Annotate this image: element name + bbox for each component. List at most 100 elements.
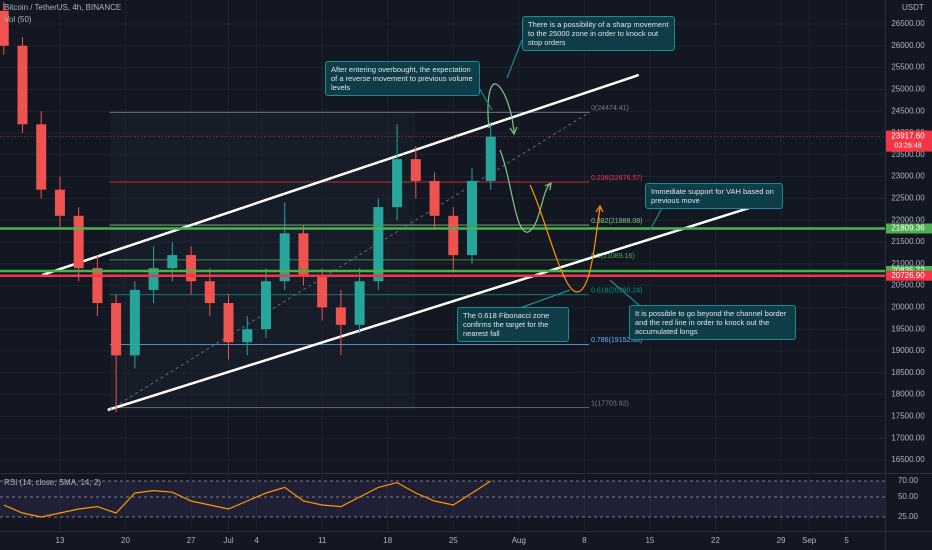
candle-body [392, 159, 403, 208]
y-tick-label: 18000.00 [891, 390, 925, 399]
candle-body [448, 215, 459, 256]
price-tag-label: 20835.72 [891, 266, 925, 275]
y-tick-label: 23000.00 [891, 172, 925, 181]
x-tick-label: 27 [187, 536, 196, 545]
arrow-up [487, 83, 515, 133]
y-tick-label: 20000.00 [891, 303, 925, 312]
candle-body [223, 303, 234, 343]
x-tick-label: 5 [844, 536, 849, 545]
y-tick-label: 23500.00 [891, 150, 925, 159]
callout-line [649, 207, 663, 231]
x-tick-label: 13 [55, 536, 64, 545]
arrow-head [595, 204, 604, 213]
y-tick-label: 22500.00 [891, 194, 925, 203]
candle-body [242, 329, 253, 343]
y-tick-label: 21500.00 [891, 237, 925, 246]
candle-body [467, 180, 477, 256]
x-tick-label: 18 [383, 536, 392, 545]
candle-body [186, 255, 197, 282]
annotation: After entering overbought, the expectati… [325, 61, 480, 96]
annotation: It is possible to go beyond the channel … [629, 305, 796, 340]
rsi-label: RSI (14, close, SMA, 14, 2) [4, 478, 101, 487]
arrow-down [499, 149, 551, 233]
x-tick-label: Aug [512, 536, 526, 545]
y-tick-label: 21000.00 [891, 259, 925, 268]
fib-label: 1(17703.92) [591, 400, 629, 407]
y-tick-label: 22000.00 [891, 215, 925, 224]
fib-label: 0.5(21089.16) [591, 253, 635, 260]
candle-body [73, 215, 84, 269]
x-tick-label: 22 [711, 536, 720, 545]
rsi-tick-label: 25.00 [898, 512, 919, 521]
rsi-tick-label: 50.00 [898, 492, 919, 501]
candle-body [373, 207, 384, 282]
y-tick-label: 25000.00 [891, 84, 925, 93]
trendline [41, 73, 640, 277]
x-tick-label: 8 [582, 536, 587, 545]
price-tag [886, 223, 932, 234]
y-tick-label: 26500.00 [891, 19, 925, 28]
y-tick-label: 19500.00 [891, 324, 925, 333]
price-tag [886, 270, 932, 281]
candle-body [298, 233, 309, 277]
candle-body [354, 281, 365, 325]
y-tick-label: 16500.00 [891, 455, 925, 464]
annotation: There is a possibility of a sharp moveme… [522, 16, 675, 51]
x-tick-label: 29 [777, 536, 786, 545]
candle-body [92, 268, 103, 304]
candle-body [260, 281, 271, 330]
y-tick-label: 25500.00 [891, 63, 925, 72]
fib-label: 0.382(21888.08) [591, 218, 642, 225]
fib-label: 0(24474.41) [591, 105, 629, 112]
callout-line [477, 85, 493, 111]
candle-body [429, 180, 440, 216]
x-tick-label: 25 [449, 536, 458, 545]
rsi-band [0, 481, 885, 517]
fib-label: 0.618(20290.24) [591, 288, 642, 295]
fib-label: 0.786(19152.80) [591, 337, 642, 344]
y-tick-label: 18500.00 [891, 368, 925, 377]
candle-body [129, 289, 140, 356]
x-tick-label: Sep [802, 536, 817, 545]
x-tick-label: 4 [254, 536, 259, 545]
annotation: Immediate support for VAH based on previ… [645, 183, 783, 209]
x-tick-label: 15 [645, 536, 654, 545]
y-tick-label: 19000.00 [891, 346, 925, 355]
volume-label: Vol (50) [4, 15, 32, 24]
trendline [109, 111, 591, 411]
y-tick-label: 20500.00 [891, 281, 925, 290]
arrow-orange [529, 184, 601, 293]
y-tick-label: 17000.00 [891, 433, 925, 442]
last-price-label: 23917.60 [891, 132, 925, 141]
annotation: The 0.618 Fibonacci zone confirms the ta… [457, 307, 569, 342]
candle-body [167, 255, 178, 269]
candle-body [0, 10, 9, 46]
x-tick-label: 11 [318, 536, 327, 545]
candle-body [54, 189, 65, 216]
arrow-head [544, 181, 552, 191]
y-tick-label: 24500.00 [891, 106, 925, 115]
x-tick-label: Jul [223, 536, 233, 545]
currency-label: USDT [902, 3, 924, 12]
callout-line [506, 39, 523, 79]
x-tick-label: 20 [121, 536, 130, 545]
candle-body [317, 276, 328, 308]
candle-body [111, 303, 122, 356]
candle-body [335, 307, 346, 325]
price-tag-label: 20726.90 [891, 271, 925, 280]
candle-body [410, 159, 421, 181]
countdown-label: 03:26:48 [894, 142, 921, 149]
fib-label: 0.236(22876.57) [591, 175, 642, 182]
candle-body [204, 281, 215, 304]
candle-body [148, 268, 159, 290]
callout-line [519, 289, 571, 309]
last-price-tag [886, 130, 932, 152]
candle-body [485, 136, 496, 181]
candle-body [279, 233, 290, 282]
trendline [107, 200, 769, 412]
candle-body [36, 124, 47, 190]
y-tick-label: 17500.00 [891, 412, 925, 421]
rsi-line [3, 480, 492, 518]
